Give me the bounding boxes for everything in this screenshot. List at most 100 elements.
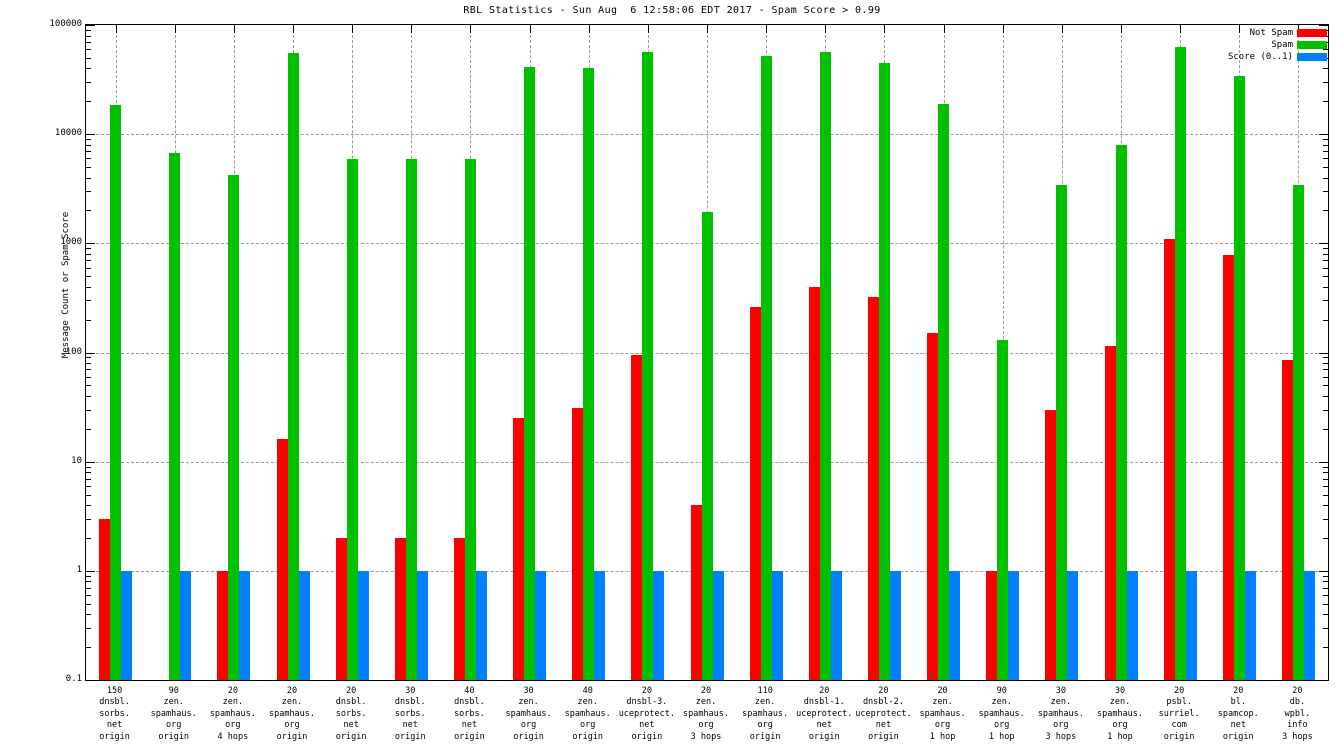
y-axis-minor-tick [86,595,91,597]
y-axis-minor-tick [1323,68,1328,70]
x-axis-tick-label: 20 zen. spamhaus. org origin [268,686,316,742]
y-axis-minor-tick [1323,319,1328,321]
y-axis-minor-tick [1323,363,1328,365]
x-axis-tick-label: 20 dnsbl-3. uceprotect. net origin [618,686,675,742]
bar-score [358,570,369,680]
y-axis-minor-tick [86,395,91,397]
y-axis-minor-tick [1323,167,1328,169]
bar-notspam [572,408,583,680]
y-axis-minor-tick [86,29,91,31]
y-axis-minor-tick [86,300,91,302]
y-axis-minor-tick [86,357,91,359]
y-axis-minor-tick [1323,49,1328,51]
x-axis-tick [1003,25,1004,33]
bar-spam [524,67,535,680]
y-axis-minor-tick [1323,357,1328,359]
x-axis-tick-label: 20 zen. spamhaus. org 1 hop [919,686,966,742]
y-axis-minor-tick [86,82,91,84]
bar-score [1304,570,1315,680]
x-axis-tick [1062,25,1063,33]
y-axis-minor-tick [1323,485,1328,487]
y-axis-tick [1319,134,1328,136]
y-axis-tick [86,570,95,572]
y-axis-minor-tick [86,587,91,589]
y-axis-minor-tick [1323,177,1328,179]
y-axis-minor-tick [1323,466,1328,468]
x-axis-tick-label: 20 dnsbl-2. uceprotect. net origin [855,686,912,742]
y-axis-label: Message Count or Spam Score [61,211,71,359]
y-axis-minor-tick [1323,191,1328,193]
bar-notspam [750,307,761,680]
legend-swatch [1297,40,1327,49]
bar-spam [997,340,1008,680]
x-axis-tick-label: 20 psbl. surriel. com origin [1158,686,1200,742]
bar-notspam [336,537,347,680]
bar-spam [465,159,476,680]
y-axis-tick [1319,570,1328,572]
y-axis-minor-tick [1323,518,1328,520]
x-axis-tick [116,25,117,33]
y-axis-minor-tick [86,428,91,430]
x-axis-tick [175,25,176,33]
y-axis-minor-tick [1323,595,1328,597]
bar-notspam [277,439,288,680]
y-axis-tick-label: 10 [71,455,82,466]
bar-spam [169,153,180,680]
legend-swatch [1297,52,1327,61]
x-axis-tick [1180,25,1181,33]
bar-score [594,570,605,680]
y-axis-minor-tick [1323,494,1328,496]
x-axis-tick [884,25,885,33]
bar-spam [820,51,831,680]
bar-score [180,570,191,680]
x-axis-tick [766,25,767,33]
bar-score [653,570,664,680]
y-axis-minor-tick [86,248,91,250]
bar-spam [761,56,772,680]
y-axis-minor-tick [1323,537,1328,539]
bar-score [121,570,132,680]
legend-label: Spam [1271,39,1293,50]
bar-notspam [631,354,642,680]
y-axis-minor-tick [1323,575,1328,577]
bar-spam [879,62,890,680]
y-axis-minor-tick [1323,101,1328,103]
y-axis-tick-label: 10000 [54,128,82,139]
bar-score [1008,570,1019,680]
y-axis-minor-tick [86,614,91,616]
y-axis-minor-tick [86,647,91,649]
x-axis-tick-label: 90 zen. spamhaus. org 1 hop [978,686,1025,742]
x-axis-tick [1239,25,1240,33]
y-axis-minor-tick [1323,82,1328,84]
bar-spam [938,103,949,680]
y-axis-minor-tick [1323,395,1328,397]
y-axis-minor-tick [1323,409,1328,411]
y-axis-tick [86,134,95,136]
x-axis-tick-label: 110 zen. spamhaus. org origin [742,686,789,742]
y-axis-tick-label: 100000 [49,19,82,29]
bar-spam [288,53,299,680]
y-axis-minor-tick [1323,369,1328,371]
y-axis-minor-tick [86,409,91,411]
y-axis-minor-tick [1323,581,1328,583]
x-axis-tick-label: 20 bl. spamcop. net origin [1217,686,1259,742]
x-axis-tick [470,25,471,33]
bar-spam [1056,185,1067,680]
bar-notspam [1105,345,1116,680]
y-axis-tick-label: 1000 [60,237,82,248]
y-axis-minor-tick [86,151,91,153]
x-axis-tick [530,25,531,33]
x-axis-tick [1121,25,1122,33]
y-axis-minor-tick [86,472,91,474]
y-axis-tick [1319,461,1328,463]
bar-score [1127,570,1138,680]
bar-score [949,570,960,680]
bar-score [535,570,546,680]
y-axis-minor-tick [86,139,91,141]
bar-notspam [809,286,820,680]
y-axis-minor-tick [1323,603,1328,605]
y-axis-minor-tick [1323,385,1328,387]
y-axis-minor-tick [86,68,91,70]
bar-notspam [395,537,406,680]
bar-notspam [1223,255,1234,680]
